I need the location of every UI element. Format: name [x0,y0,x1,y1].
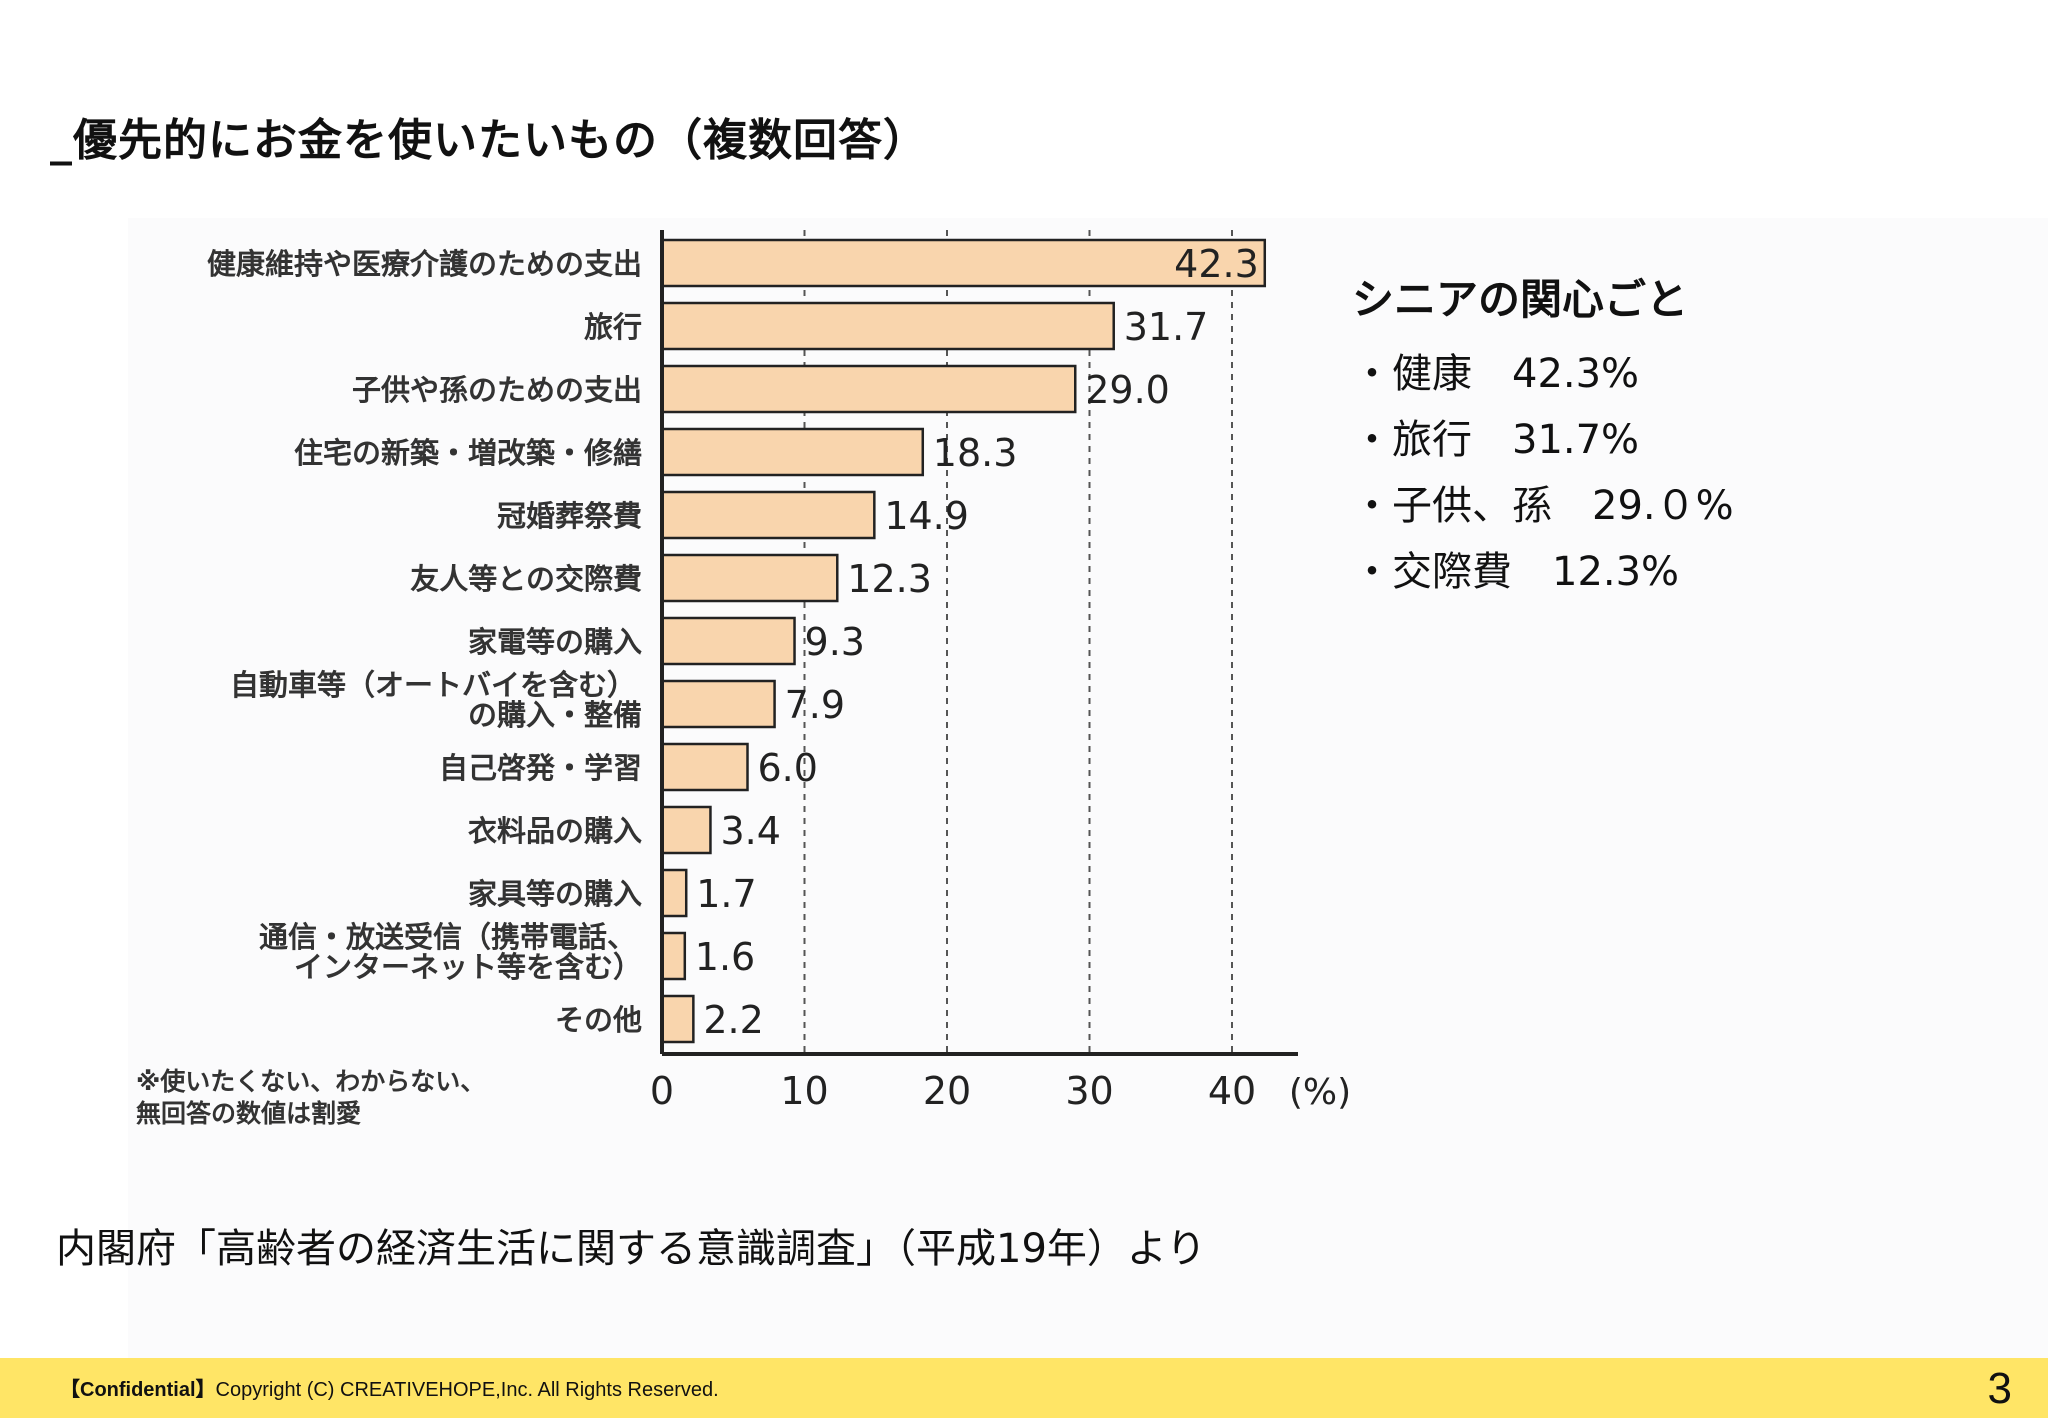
data-label: 29.0 [1085,368,1170,412]
data-label: 1.6 [695,935,755,979]
bar [660,994,695,1044]
category-label: その他 [555,1003,642,1037]
category-label: 通信・放送受信（携帯電話、 [259,920,636,954]
data-label: 18.3 [933,431,1018,475]
category-label: 自動車等（オートバイを含む） [230,668,636,702]
tick-label: 20 [923,1069,971,1113]
copyright-text: Copyright (C) CREATIVEHOPE,Inc. All Righ… [215,1379,719,1401]
data-label: 9.3 [805,620,865,664]
category-label: 子供や孫のための支出 [352,373,642,407]
category-label: インターネット等を含む） [294,950,642,984]
bar-chart: 42.3 健康維持や医療介護のための支出 31.7 旅行 29.0 子供や孫のための支出 1… [136,230,1351,1128]
footer-bar: 【Confidential】Copyright (C) CREATIVEHOPE… [0,1358,2048,1418]
page-title: _優先的にお金を使いたいもの（複数回答） [50,115,928,166]
data-label: 7.9 [785,683,845,727]
chart-note: ※使いたくない、わからない、 [136,1067,485,1096]
data-label: 12.3 [847,557,932,601]
category-label: 衣料品の購入 [468,814,642,848]
category-label: 冠婚葬祭費 [497,499,642,533]
bar [660,742,749,792]
data-label: 14.9 [884,494,969,538]
tick-label: 10 [780,1069,828,1113]
side-item-children: ・子供、孫 29.０% [1352,483,1734,529]
footer-text: 【Confidential】Copyright (C) CREATIVEHOPE… [60,1373,719,1402]
data-label: 6.0 [758,746,818,790]
category-label: 住宅の新築・増改築・修繕 [294,436,642,470]
category-label: 自己啓発・学習 [439,751,642,785]
chart-note: 無回答の数値は割愛 [136,1099,361,1128]
bar [660,616,796,666]
category-label: 家具等の購入 [468,877,642,911]
source-text: 内閣府「高齢者の経済生活に関する意識調査」（平成19年）より [56,1226,1207,1272]
data-label: 31.7 [1124,305,1209,349]
bar [660,490,876,540]
confidential-label: 【Confidential】 [60,1379,216,1401]
data-label: 3.4 [720,809,780,853]
tick-label: 40 [1208,1069,1256,1113]
bar [660,301,1115,351]
data-label: 42.3 [1174,242,1259,286]
side-title: シニアの関心ごと [1352,275,1689,324]
bar [660,931,687,981]
side-panel: シニアの関心ごと ・健康 42.3% ・旅行 31.7% ・子供、孫 29.０%… [1352,266,1952,605]
bar [660,364,1077,414]
bar [660,868,688,918]
tick-label: 0 [650,1069,674,1113]
bar [660,427,925,477]
tick-label: 30 [1065,1069,1113,1113]
unit-label: (%) [1289,1072,1351,1113]
category-label: 友人等との交際費 [410,562,642,596]
category-label: 家電等の購入 [468,625,642,659]
data-label: 1.7 [696,872,756,916]
chart-panel: 42.3 健康維持や医療介護のための支出 31.7 旅行 29.0 子供や孫のための支出 1… [128,218,2048,1358]
data-label: 2.2 [703,998,763,1042]
side-item-health: ・健康 42.3% [1352,351,1640,397]
bar [660,553,839,603]
category-label: 健康維持や医療介護のための支出 [207,247,642,281]
category-label: 旅行 [584,310,642,344]
side-item-social: ・交際費 12.3% [1352,549,1680,595]
side-item-travel: ・旅行 31.7% [1352,417,1640,463]
bar [660,805,712,855]
category-label: の購入・整備 [468,698,642,732]
page-number: 3 [1987,1364,2012,1413]
bar [660,679,776,729]
